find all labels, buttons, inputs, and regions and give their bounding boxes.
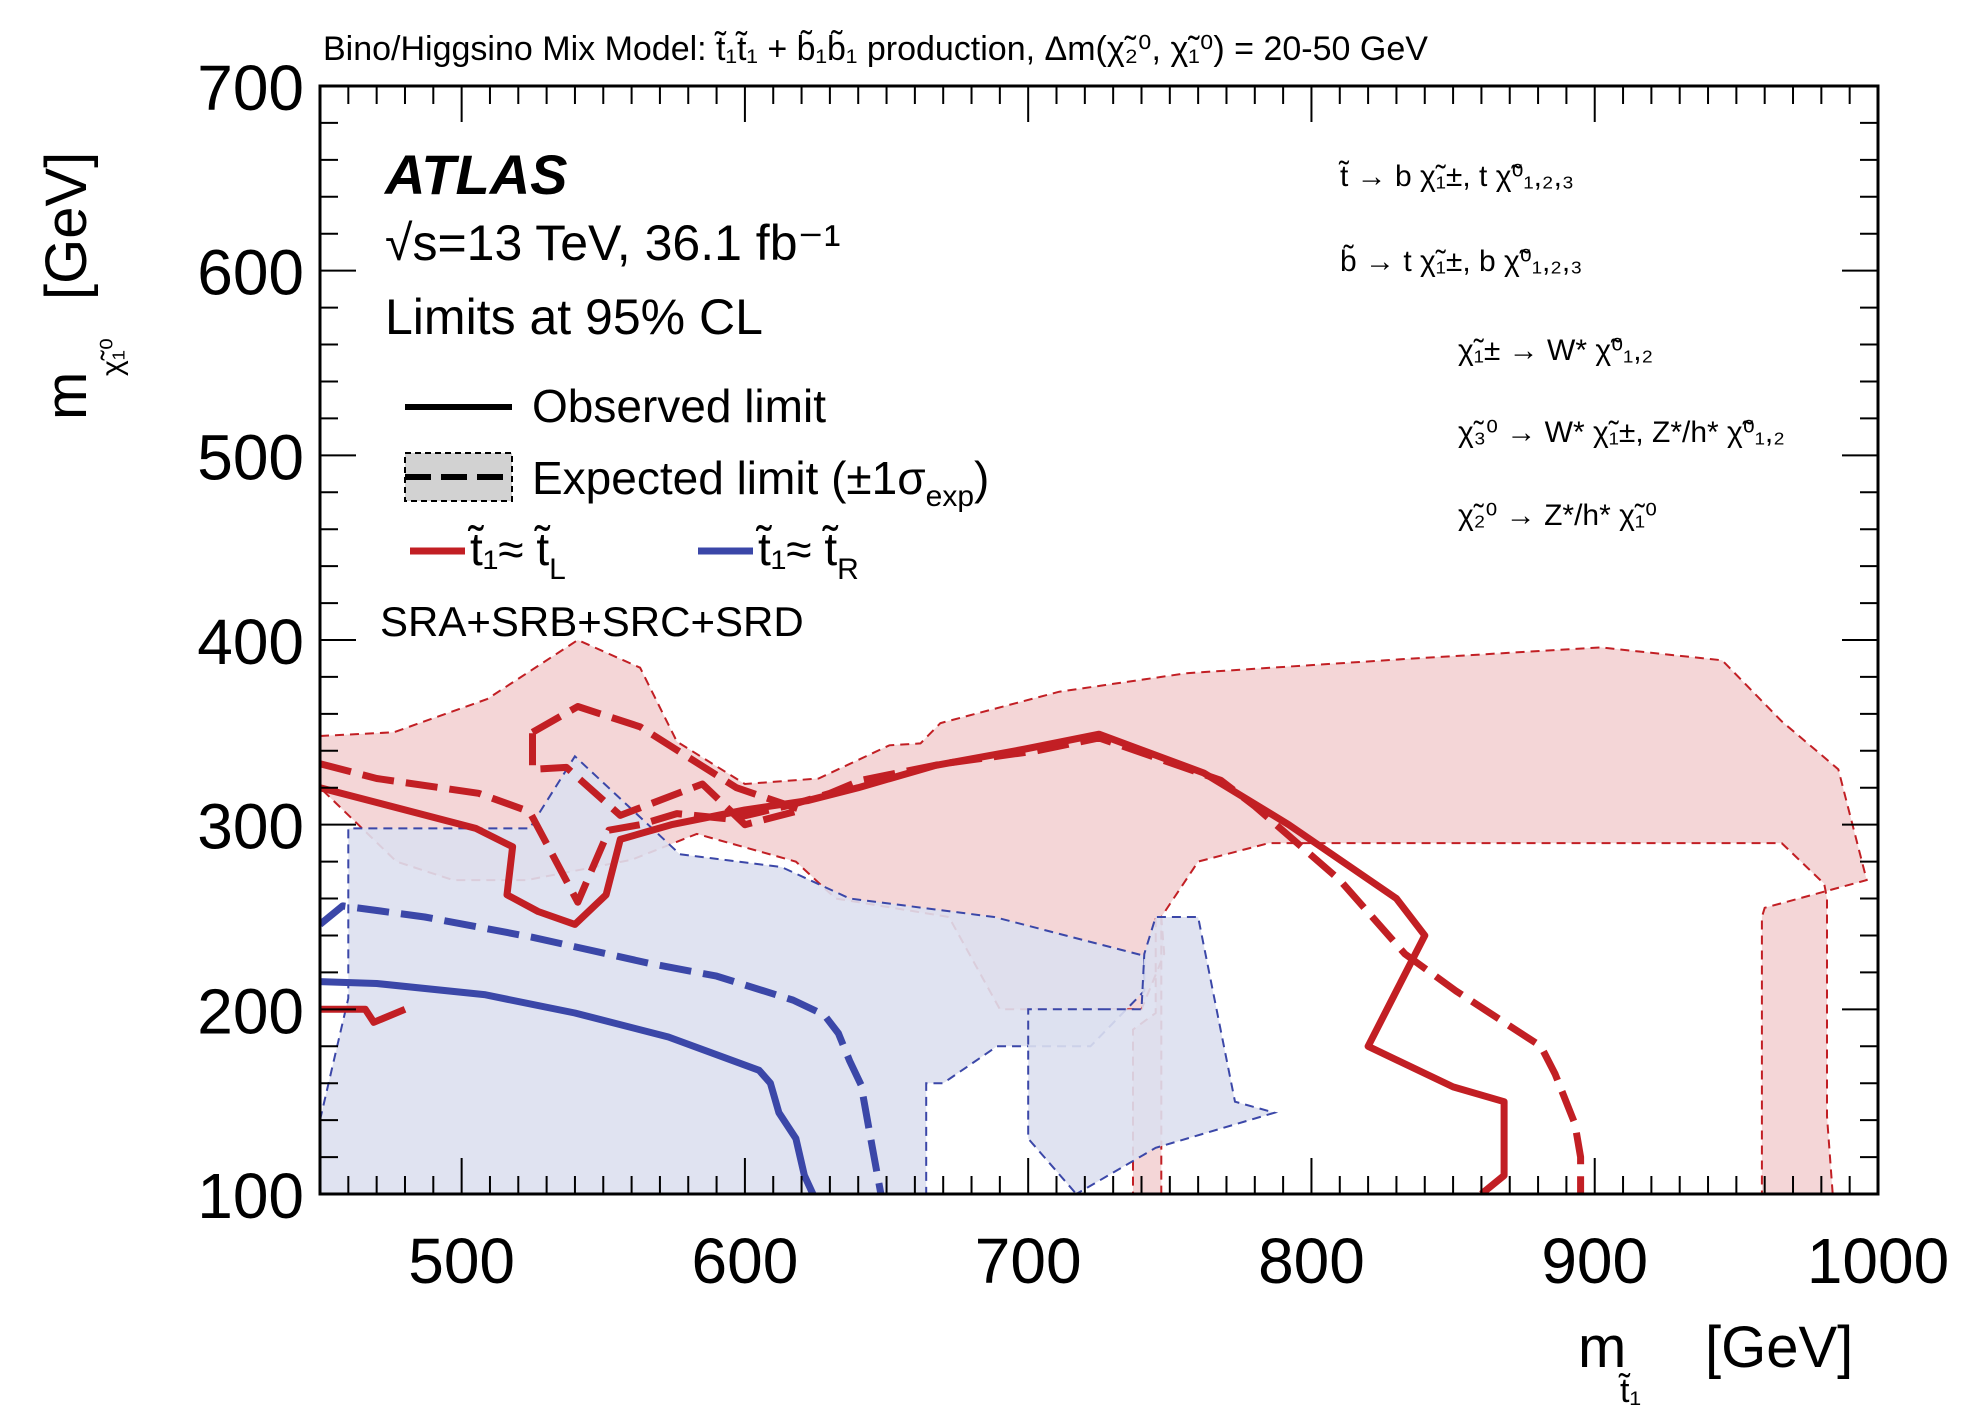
legend-expected-close: ) bbox=[974, 452, 989, 504]
tr-expected-band-tail bbox=[1027, 916, 1279, 1194]
legend-tl-label: t̃₁≈ t̃L bbox=[467, 523, 565, 586]
chart-title: Bino/Higgsino Mix Model: t̃₁t̃₁ + b̃₁b̃₁… bbox=[323, 29, 1428, 68]
tr-observed bbox=[320, 978, 817, 1194]
tl-expected-upper bbox=[529, 703, 806, 829]
x-tick-label: 600 bbox=[692, 1225, 799, 1297]
legend-expected-text: Expected limit (±1σ bbox=[532, 452, 926, 504]
x-axis-label: m bbox=[1578, 1315, 1626, 1380]
axis-tick-labels: 500 600 700 800 900 1000 100 200 300 400 500 600 700 bbox=[197, 52, 1949, 1297]
tl-observed bbox=[320, 730, 1508, 1194]
y-axis-title: m χ̃₁⁰ [GeV] bbox=[34, 152, 129, 420]
legend-expected-sub: exp bbox=[926, 480, 974, 513]
y-tick-label: 500 bbox=[197, 421, 304, 493]
legend-tr-label: t̃₁≈ t̃R bbox=[755, 523, 858, 586]
y-tick-label: 400 bbox=[197, 606, 304, 678]
legend-tl-text: t̃₁≈ t̃ bbox=[467, 523, 550, 575]
y-axis-unit: [GeV] bbox=[34, 152, 99, 300]
x-axis-title: m t̃₁ [GeV] bbox=[1578, 1315, 1853, 1410]
legend-tl-sub: L bbox=[549, 553, 566, 586]
decay-stop: t̃ → b χ̃₁±, t χ̃⁰₁,₂,₃ bbox=[1338, 160, 1574, 193]
y-tick-label: 600 bbox=[197, 237, 304, 309]
legend-signal-regions: SRA+SRB+SRC+SRD bbox=[380, 598, 804, 645]
y-axis-subscript: χ̃₁⁰ bbox=[96, 338, 129, 376]
y-tick-label: 300 bbox=[197, 791, 304, 863]
atlas-label: ATLAS bbox=[383, 143, 568, 206]
x-tick-label: 900 bbox=[1541, 1225, 1648, 1297]
x-tick-label: 1000 bbox=[1807, 1225, 1949, 1297]
legend-observed-label: Observed limit bbox=[532, 380, 826, 432]
y-tick-label: 100 bbox=[197, 1160, 304, 1232]
x-axis-unit: [GeV] bbox=[1705, 1315, 1853, 1380]
tl-expected bbox=[320, 734, 1585, 1194]
decay-chargino: χ̃₁± → W* χ̃⁰₁,₂ bbox=[1458, 334, 1653, 367]
decay-annotations: t̃ → b χ̃₁±, t χ̃⁰₁,₂,₃ b̃ → t χ̃₁±, b χ… bbox=[1338, 160, 1785, 532]
axis-ticks bbox=[319, 85, 1879, 1195]
x-tick-label: 700 bbox=[975, 1225, 1082, 1297]
legend: Observed limit Expected limit (±1σexp) t… bbox=[380, 380, 989, 645]
x-tick-label: 500 bbox=[408, 1225, 515, 1297]
x-tick-label: 800 bbox=[1258, 1225, 1365, 1297]
tr-expected bbox=[320, 902, 885, 1194]
confidence-level-label: Limits at 95% CL bbox=[385, 289, 763, 345]
decay-neutralino2: χ̃₂⁰ → Z*/h* χ̃₁⁰ bbox=[1458, 499, 1657, 532]
decay-sbottom: b̃ → t χ̃₁±, b χ̃⁰₁,₂,₃ bbox=[1340, 245, 1582, 278]
y-tick-label: 700 bbox=[197, 52, 304, 124]
x-axis-subscript: t̃₁ bbox=[1618, 1372, 1641, 1410]
decay-neutralino3: χ̃₃⁰ → W* χ̃₁±, Z*/h* χ̃⁰₁,₂ bbox=[1458, 416, 1785, 449]
legend-tr-sub: R bbox=[837, 553, 859, 586]
limit-lines bbox=[320, 703, 1585, 1194]
energy-luminosity-label: √s=13 TeV, 36.1 fb⁻¹ bbox=[385, 215, 841, 271]
legend-tr-text: t̃₁≈ t̃ bbox=[755, 523, 838, 575]
limit-bands bbox=[320, 638, 1868, 1194]
legend-expected-label: Expected limit (±1σexp) bbox=[532, 452, 989, 513]
y-tick-label: 200 bbox=[197, 975, 304, 1047]
y-axis-label: m bbox=[34, 372, 99, 420]
